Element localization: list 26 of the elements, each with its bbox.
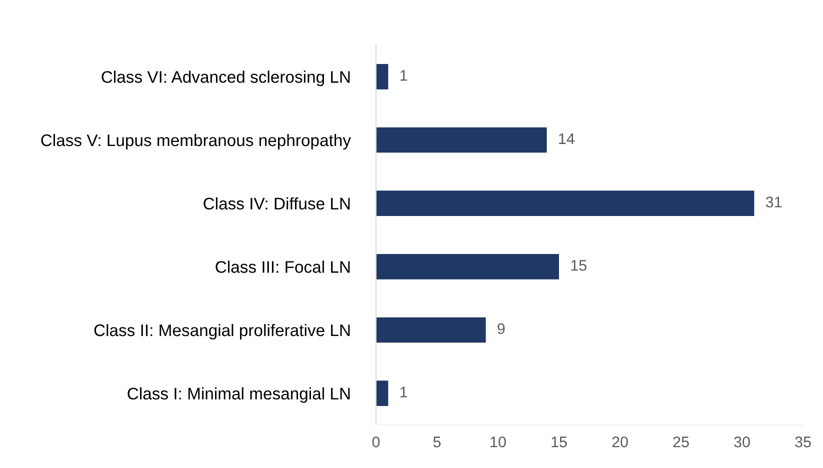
x-tick-label: 5 <box>433 436 441 448</box>
bar <box>376 127 547 153</box>
bar <box>376 190 754 216</box>
x-tick-label: 30 <box>734 436 750 448</box>
y-tick-label: Class VI: Advanced sclerosing LN <box>102 70 350 86</box>
data-label: 1 <box>400 70 408 81</box>
x-tick-label: 25 <box>673 436 689 448</box>
y-tick-label: Class I: Minimal mesangial LN <box>128 387 350 403</box>
y-tick-label: Class V: Lupus membranous nephropathy <box>41 134 351 150</box>
data-label: 14 <box>559 133 574 144</box>
bar <box>376 254 559 280</box>
x-tick-label: 20 <box>612 436 628 448</box>
x-tick-label: 35 <box>795 436 811 448</box>
data-label: 31 <box>766 196 782 208</box>
bar <box>376 317 486 343</box>
x-tick-label: 15 <box>552 436 567 448</box>
bar <box>376 64 388 90</box>
y-tick-label: Class IV: Diffuse LN <box>204 197 350 210</box>
x-tick-label: 0 <box>372 436 380 448</box>
data-label: 9 <box>498 323 505 334</box>
y-tick-label: Class III: Focal LN <box>216 260 350 273</box>
bar <box>376 380 388 406</box>
data-label: 1 <box>400 386 408 398</box>
y-tick-label: Class II: Mesangial proliferative LN <box>94 324 350 340</box>
x-tick-label: 10 <box>490 436 506 448</box>
data-label: 15 <box>571 260 586 271</box>
